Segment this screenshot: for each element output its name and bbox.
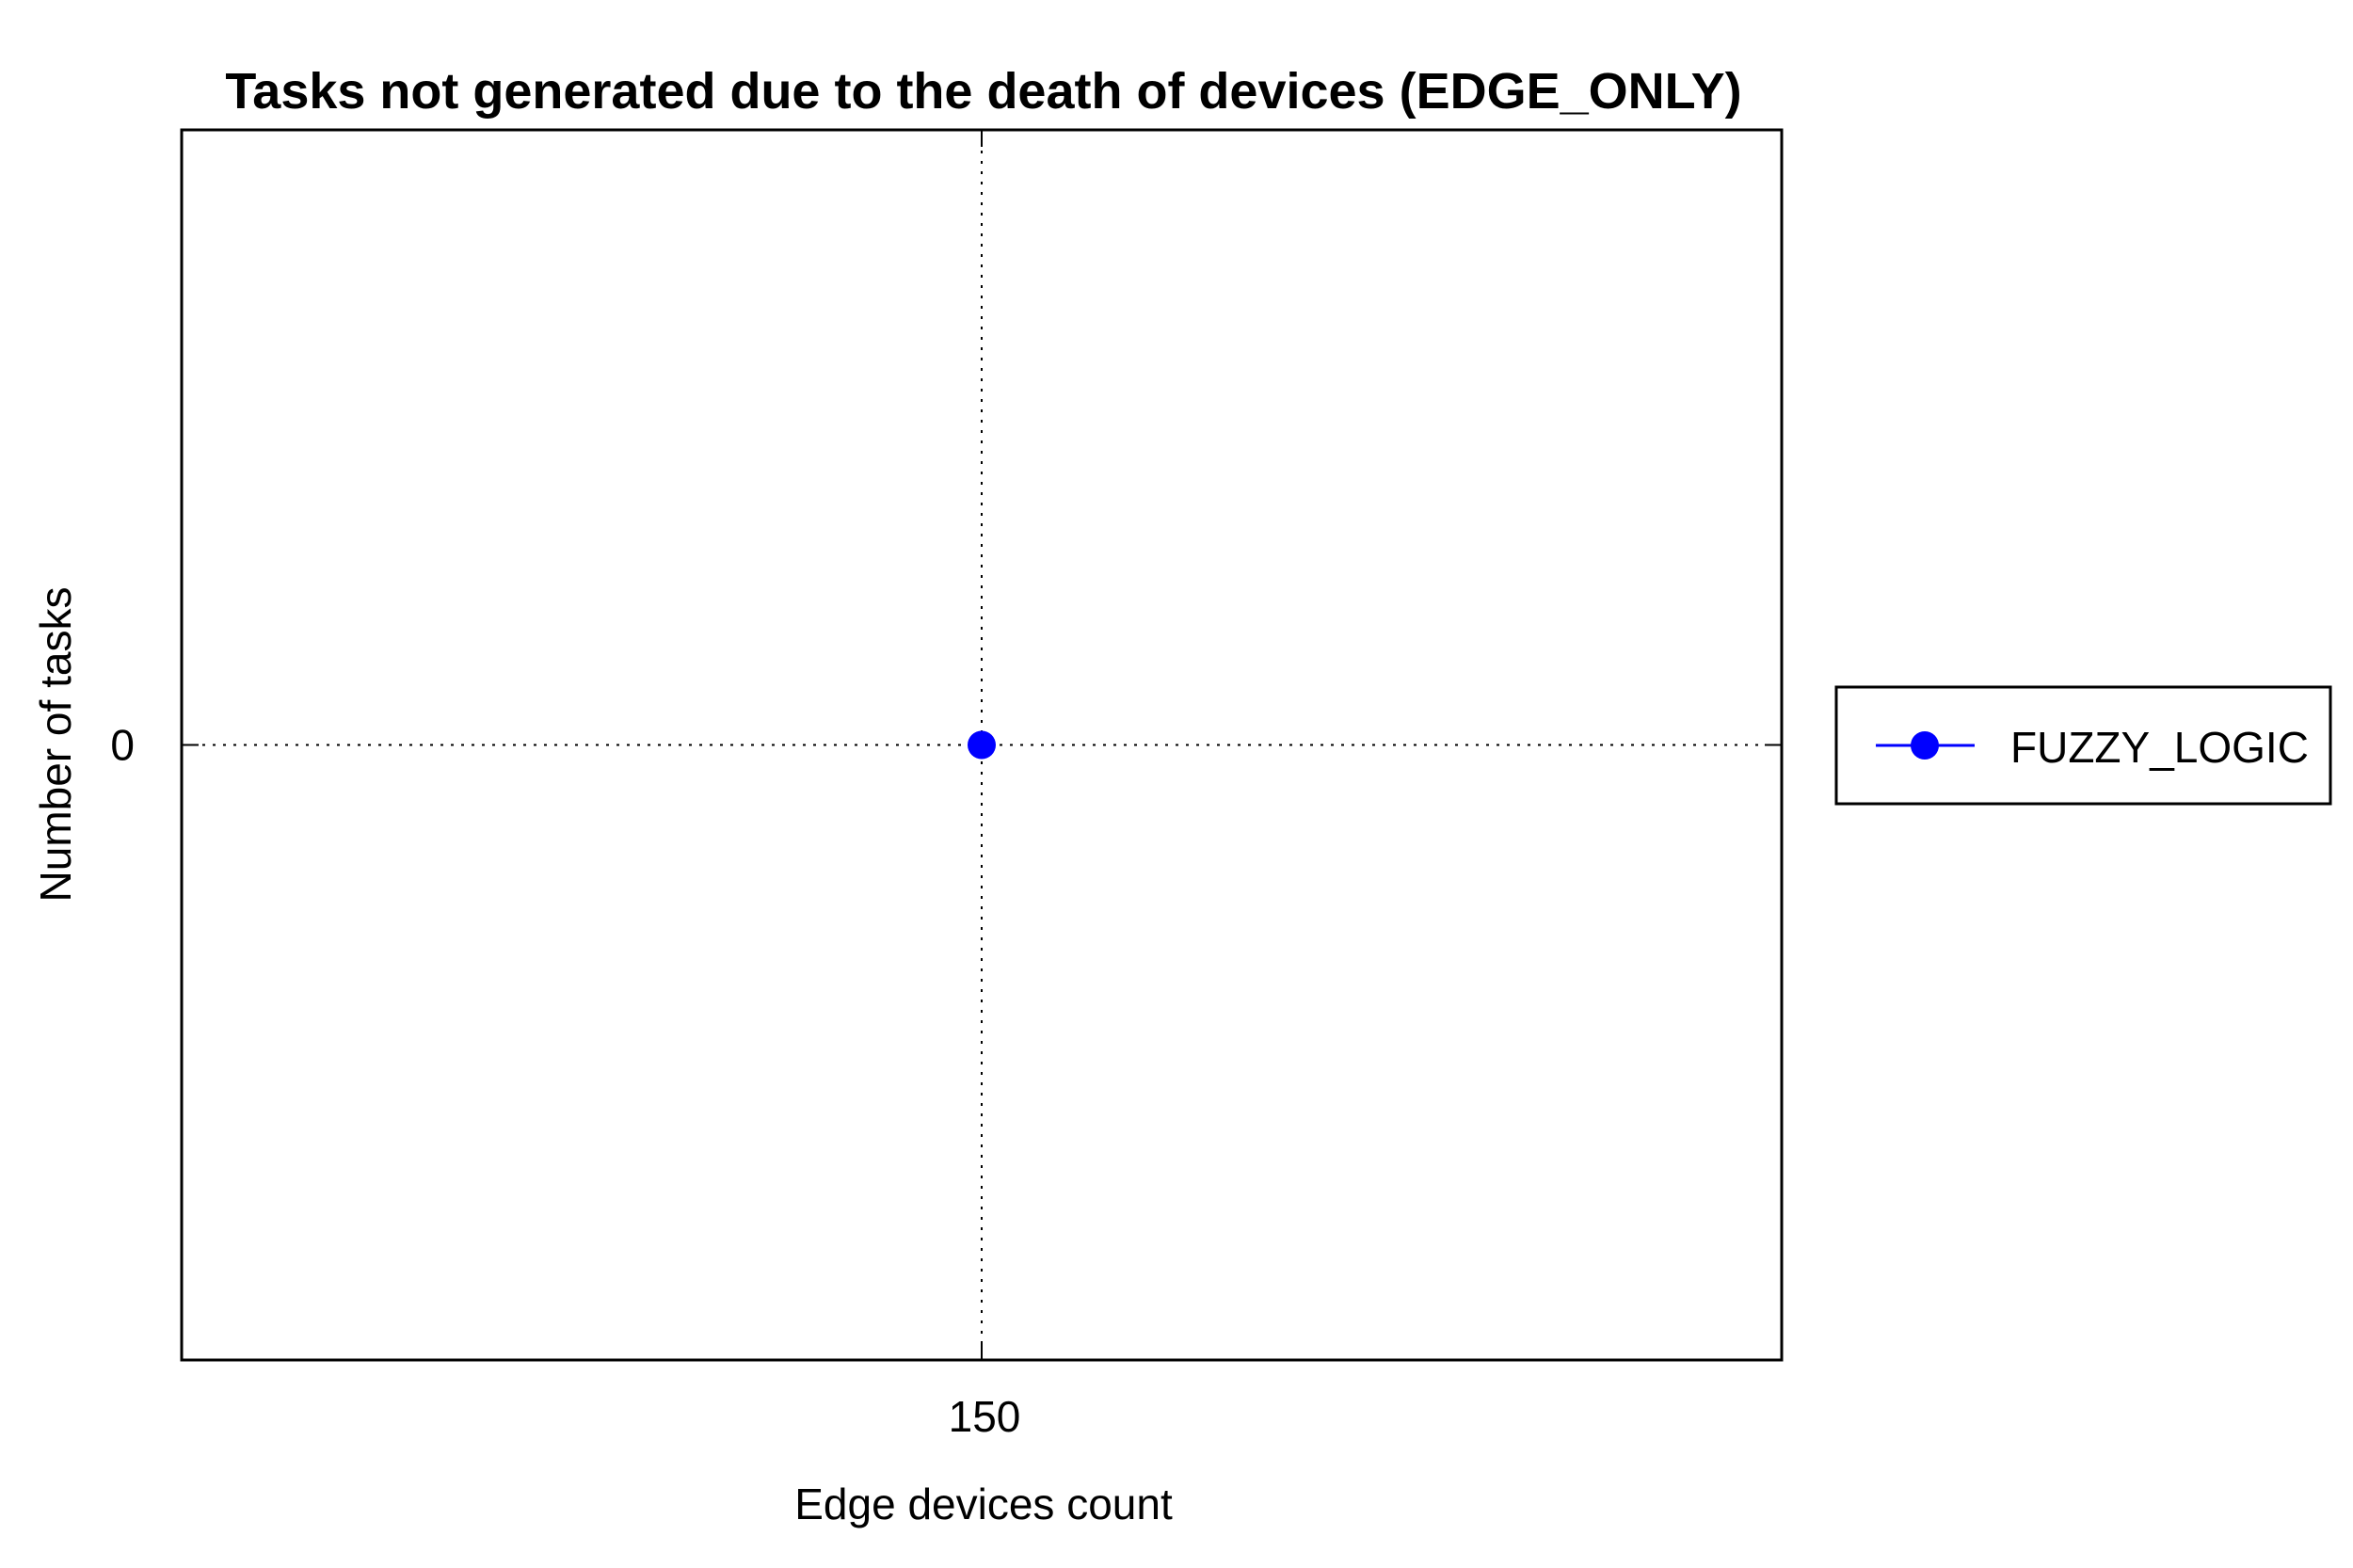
x-tick-label: 150: [949, 1392, 1021, 1441]
chart-title: Tasks not generated due to the death of …: [225, 63, 1741, 120]
legend: FUZZY_LOGIC: [1834, 685, 2332, 806]
series-layer: [968, 730, 996, 760]
legend-series-marker: [1911, 731, 1939, 760]
legend-series-label: FUZZY_LOGIC: [2010, 723, 2309, 772]
y-tick-label: 0: [110, 721, 135, 770]
y-axis-label: Number of tasks: [31, 587, 80, 903]
data-point: [968, 730, 996, 760]
x-axis-label: Edge devices count: [794, 1480, 1173, 1528]
